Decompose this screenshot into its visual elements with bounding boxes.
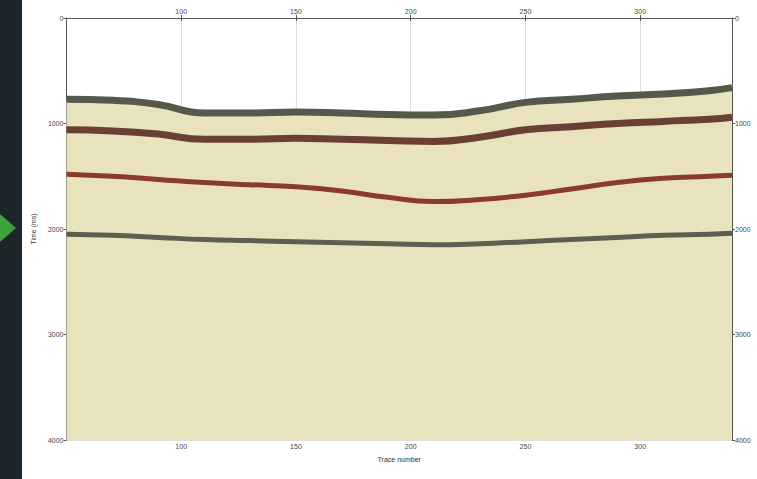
svg-text:Time (ms): Time (ms) [30,213,38,244]
svg-text:4000: 4000 [48,437,64,444]
svg-text:200: 200 [405,443,417,450]
svg-text:2000: 2000 [735,226,751,233]
svg-text:250: 250 [520,8,532,15]
svg-text:200: 200 [405,8,417,15]
svg-text:1000: 1000 [48,120,64,127]
svg-text:300: 300 [634,443,646,450]
svg-text:0: 0 [735,15,739,22]
svg-text:100: 100 [175,443,187,450]
svg-text:100: 100 [175,8,187,15]
svg-text:150: 150 [290,443,302,450]
svg-text:4000: 4000 [735,437,751,444]
svg-text:3000: 3000 [48,331,64,338]
svg-text:0: 0 [60,15,64,22]
svg-text:2000: 2000 [48,226,64,233]
svg-text:Trace number: Trace number [378,456,422,463]
svg-text:3000: 3000 [735,331,751,338]
svg-text:250: 250 [520,443,532,450]
svg-text:300: 300 [634,8,646,15]
svg-text:150: 150 [290,8,302,15]
svg-text:1000: 1000 [735,120,751,127]
